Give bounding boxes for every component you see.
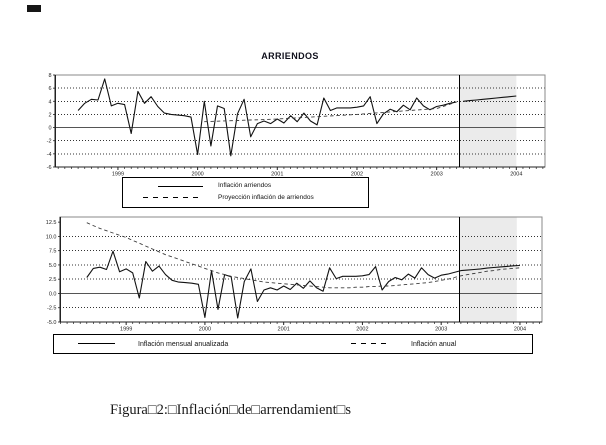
figure-caption: Figura□2:□Inflación□de□arrendamient□s <box>110 402 352 418</box>
svg-text:-6: -6 <box>47 165 52 171</box>
svg-text:7.5: 7.5 <box>49 249 57 255</box>
svg-text:2001: 2001 <box>271 172 283 178</box>
legend-label-inflacion-anual: Inflación anual <box>411 340 457 348</box>
rent-inflation-chart: 1999 2000 2001 2002 2003 2004 8 6 4 2 0 -2 -4 -6 <box>47 73 546 178</box>
svg-text:2003: 2003 <box>435 327 447 333</box>
svg-text:0.0: 0.0 <box>49 291 57 297</box>
annualized-inflation-chart: 1999 2000 2001 2002 2003 2004 12.5 10.0 7.5 5.0 2.… <box>46 216 543 333</box>
legend-label-proyeccion-arriendos: Proyección inflación de arriendos <box>218 193 314 201</box>
chart-title: ARRIENDOS <box>261 51 319 61</box>
svg-text:2.5: 2.5 <box>49 277 57 283</box>
svg-text:-4: -4 <box>47 152 52 158</box>
svg-text:0: 0 <box>48 126 51 132</box>
svg-text:2000: 2000 <box>191 172 203 178</box>
svg-text:1999: 1999 <box>120 327 132 333</box>
svg-text:2000: 2000 <box>199 327 211 333</box>
svg-text:2003: 2003 <box>431 172 443 178</box>
svg-text:-2.5: -2.5 <box>47 306 56 312</box>
svg-text:2001: 2001 <box>278 327 290 333</box>
top-chart-legend: Inflación arriendos Proyección inflación… <box>122 177 369 208</box>
svg-text:12.5: 12.5 <box>46 220 57 226</box>
svg-text:2002: 2002 <box>351 172 363 178</box>
svg-text:2004: 2004 <box>510 172 522 178</box>
solid-line-sample <box>78 343 115 344</box>
scan-artifact-mark <box>27 5 41 12</box>
solid-line-sample <box>158 186 203 187</box>
svg-text:5.0: 5.0 <box>49 263 57 269</box>
svg-text:1999: 1999 <box>112 172 124 178</box>
svg-text:4: 4 <box>48 99 51 105</box>
svg-text:6: 6 <box>48 86 51 92</box>
dashed-line-sample <box>351 343 387 345</box>
svg-text:2002: 2002 <box>356 327 368 333</box>
svg-text:-2: -2 <box>47 139 52 145</box>
dashed-line-sample <box>143 197 201 199</box>
legend-label-inflacion-arriendos: Inflación arriendos <box>218 182 272 189</box>
svg-text:10.0: 10.0 <box>46 234 57 240</box>
svg-text:8: 8 <box>48 73 51 79</box>
legend-label-inflacion-mensual: Inflación mensual anualizada <box>138 340 229 348</box>
svg-text:2004: 2004 <box>514 327 526 333</box>
bottom-chart-legend: Inflación mensual anualizada Inflación a… <box>53 334 533 354</box>
svg-text:-5.0: -5.0 <box>47 320 56 326</box>
svg-text:2: 2 <box>48 112 51 118</box>
